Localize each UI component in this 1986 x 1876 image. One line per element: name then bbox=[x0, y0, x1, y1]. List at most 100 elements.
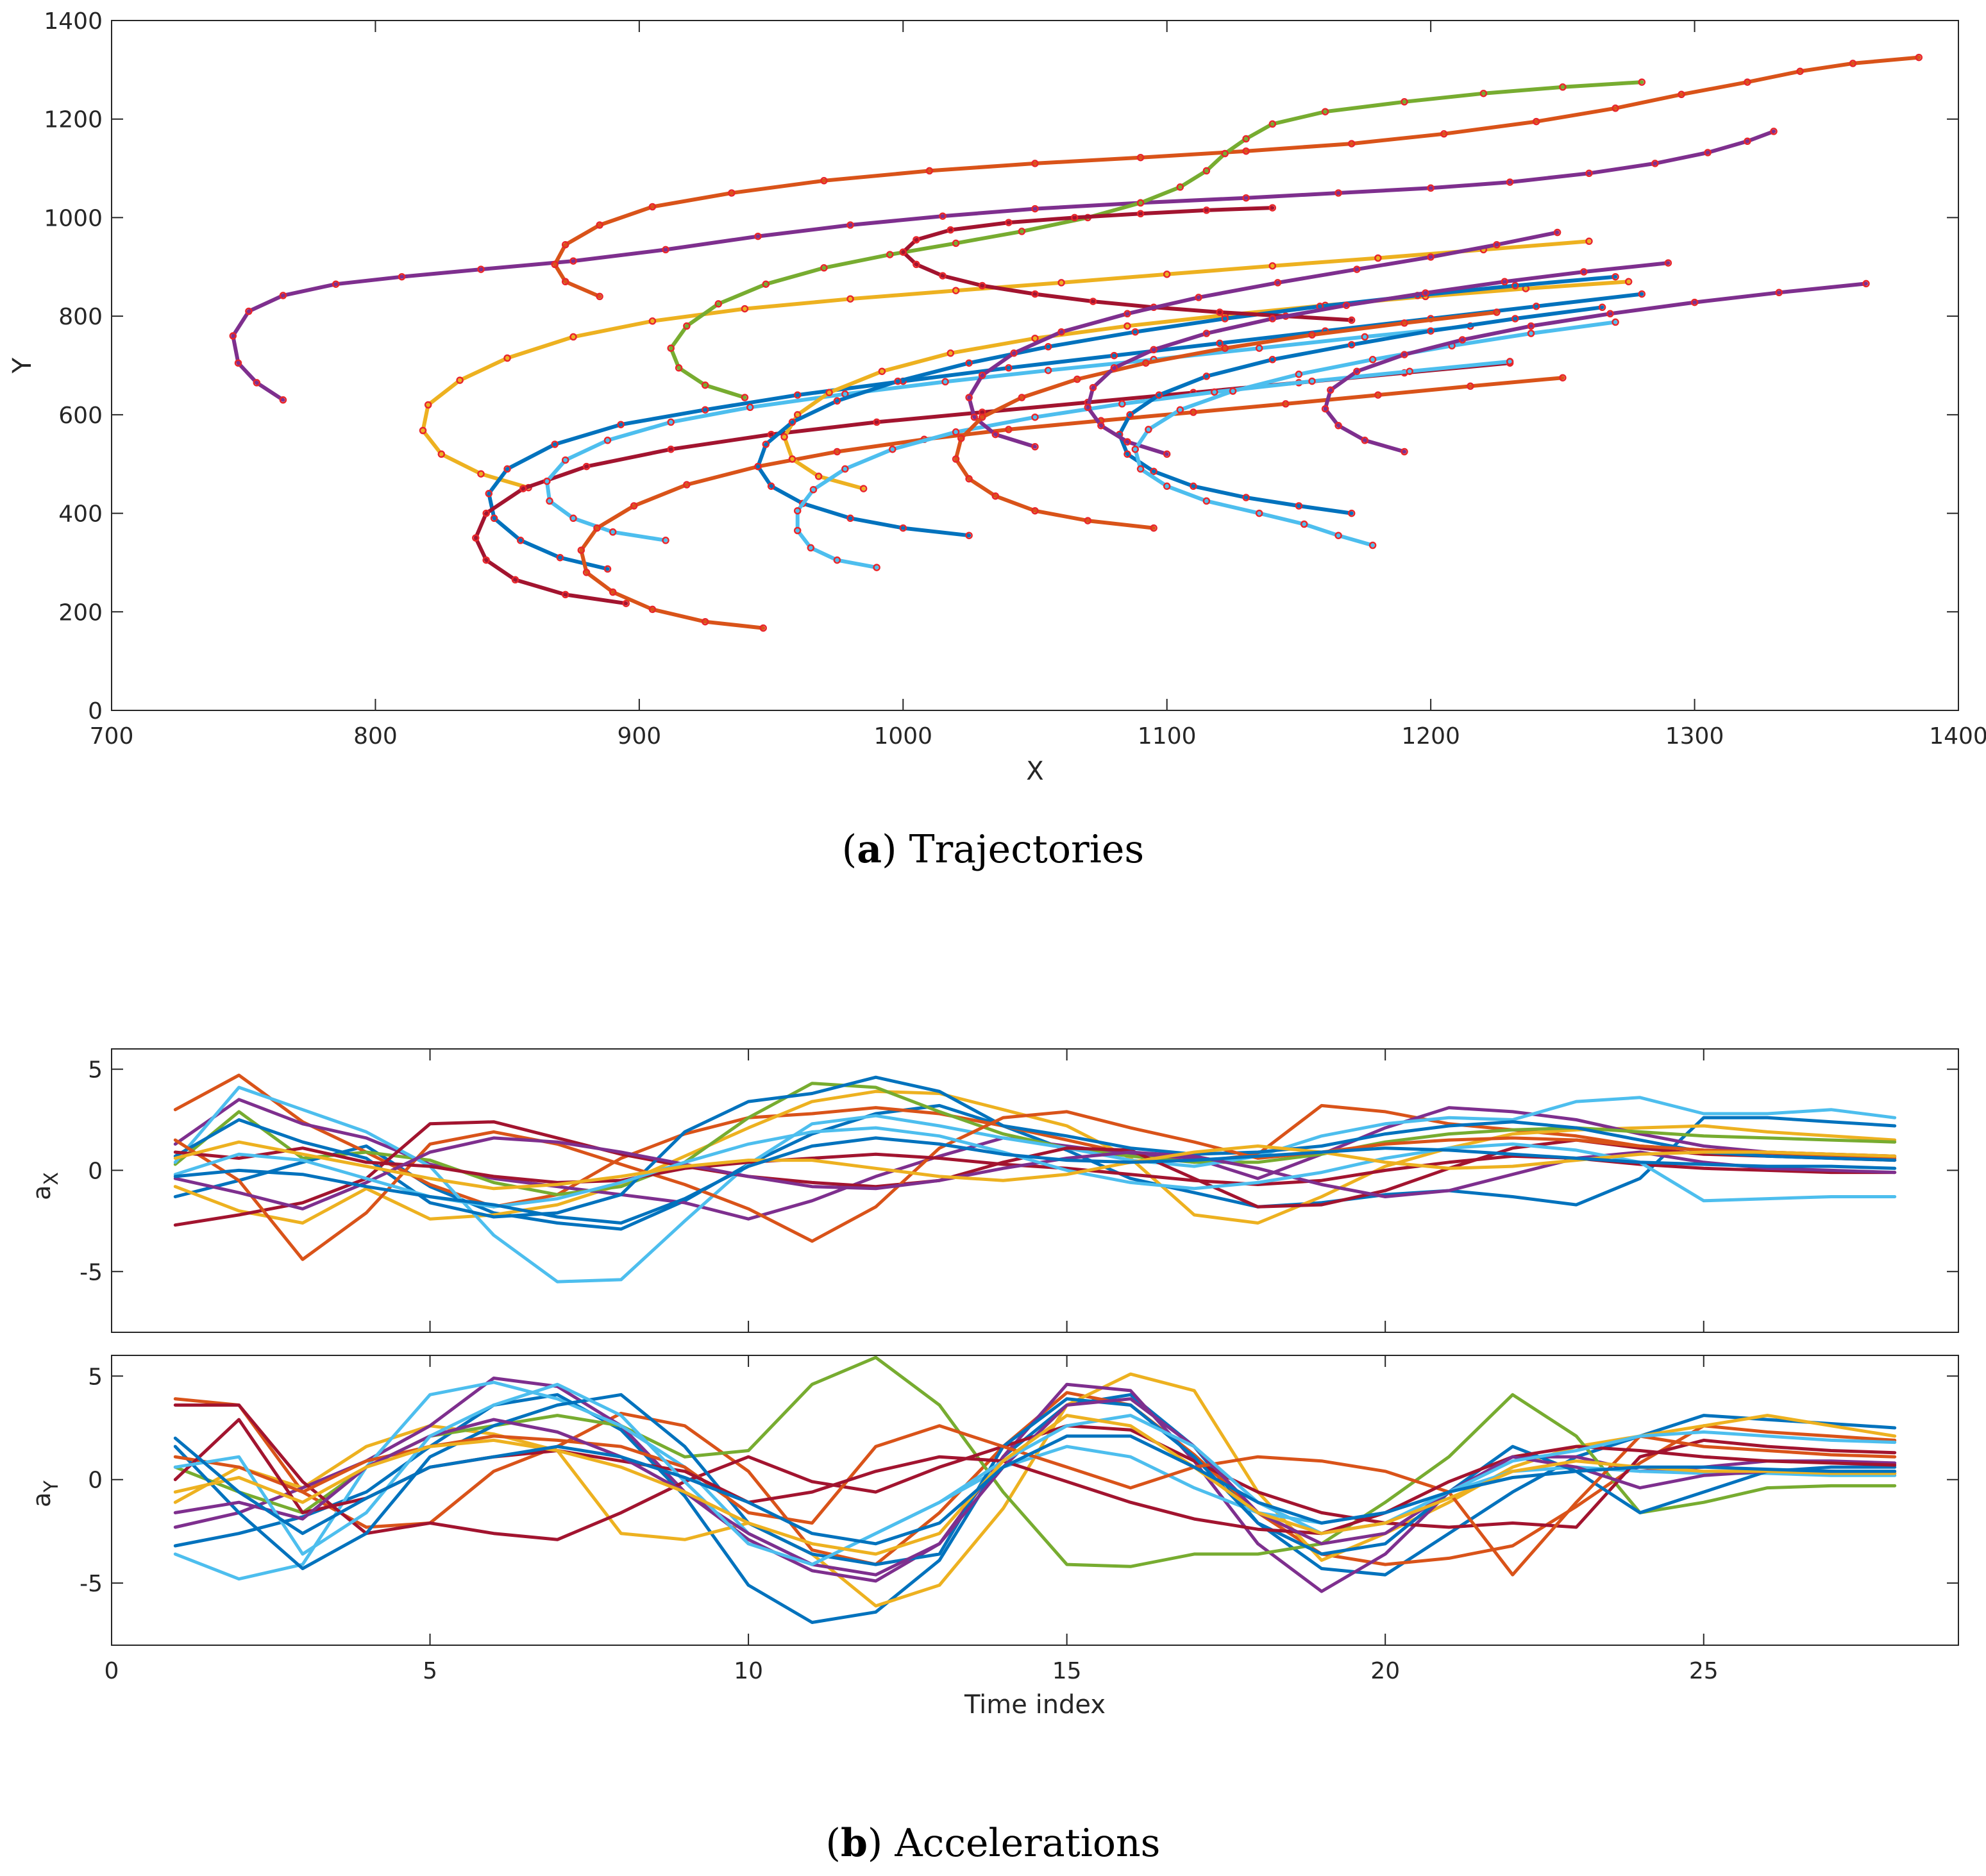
trajectory-marker bbox=[754, 462, 762, 471]
trajectory-marker bbox=[1089, 297, 1097, 305]
trajectory-marker bbox=[1255, 509, 1263, 517]
trajectory-marker bbox=[1123, 438, 1131, 446]
trajectory-marker bbox=[939, 212, 947, 220]
trajectory-marker bbox=[1274, 279, 1282, 287]
trajectory-marker bbox=[846, 295, 854, 303]
trajectory-marker bbox=[759, 624, 767, 632]
trajectory-marker bbox=[1440, 130, 1448, 138]
trajectory-marker bbox=[675, 364, 683, 372]
trajectory-marker bbox=[1427, 184, 1435, 192]
trajectory-marker bbox=[1401, 351, 1408, 358]
trajectory-marker bbox=[1612, 105, 1619, 112]
trajectory-marker bbox=[1242, 494, 1250, 501]
trajectory-marker bbox=[569, 257, 577, 265]
trajectory-marker bbox=[229, 332, 237, 340]
trajectory-marker bbox=[667, 418, 675, 426]
trajectory-marker bbox=[1044, 343, 1052, 351]
trajectory-marker bbox=[1401, 98, 1408, 106]
acceleration-x-ytick-label: -5 bbox=[80, 1259, 103, 1286]
trajectory-marker bbox=[1150, 346, 1157, 354]
caption-b: (b) Accelerations bbox=[825, 1821, 1161, 1866]
trajectory-marker bbox=[609, 588, 617, 596]
trajectory-marker bbox=[1527, 330, 1535, 337]
trajectory-marker bbox=[1321, 108, 1329, 115]
trajectory-marker bbox=[1163, 450, 1171, 458]
trajectory-series-15 bbox=[1117, 305, 1604, 515]
trajectory-marker bbox=[1031, 443, 1039, 451]
trajectory-marker bbox=[925, 167, 934, 175]
trajectory-marker bbox=[965, 532, 973, 539]
acceleration-x-ylabel-sub: X bbox=[40, 1172, 63, 1185]
trajectory-marker bbox=[1458, 336, 1467, 344]
trajectory-marker bbox=[1097, 422, 1105, 430]
trajectory-marker bbox=[648, 203, 657, 211]
trajectory-marker bbox=[1406, 367, 1413, 375]
trajectory-marker bbox=[1268, 204, 1277, 212]
trajectory-marker bbox=[1242, 147, 1250, 155]
trajectory-marker bbox=[419, 426, 427, 435]
trajectory-marker bbox=[1136, 199, 1145, 207]
caption-b-text: Accelerations bbox=[882, 1821, 1161, 1866]
trajectory-marker bbox=[1374, 254, 1382, 262]
trajectory-marker bbox=[1532, 117, 1540, 126]
trajectory-marker bbox=[622, 599, 630, 607]
trajectory-marker bbox=[873, 418, 880, 426]
trajectory-marker bbox=[1202, 497, 1211, 505]
trajectory-marker bbox=[1268, 315, 1277, 322]
trajectories-series bbox=[229, 53, 1923, 632]
trajectory-marker bbox=[762, 280, 770, 288]
acceleration-y-ylabel-sub: Y bbox=[40, 1480, 63, 1493]
trajectory-marker bbox=[1118, 400, 1126, 408]
trajectory-marker bbox=[1796, 67, 1804, 75]
trajectory-marker bbox=[1221, 149, 1229, 158]
trajectory-marker bbox=[1268, 356, 1277, 364]
trajectory-marker bbox=[894, 377, 902, 385]
trajectory-marker bbox=[767, 430, 775, 439]
trajectory-marker bbox=[1073, 375, 1081, 383]
trajectory-marker bbox=[1163, 271, 1171, 278]
acceleration-y-xtick-label: 10 bbox=[734, 1658, 763, 1684]
trajectory-marker bbox=[965, 359, 973, 367]
trajectory-marker bbox=[1664, 259, 1672, 267]
trajectory-marker bbox=[424, 401, 432, 409]
trajectory-marker bbox=[1467, 382, 1474, 390]
trajectory-marker bbox=[793, 526, 802, 535]
trajectory-marker bbox=[617, 421, 625, 428]
trajectory-marker bbox=[728, 189, 736, 197]
trajectory-marker bbox=[1427, 253, 1435, 261]
trajectory-marker bbox=[1678, 90, 1685, 99]
trajectory-marker bbox=[1401, 319, 1408, 327]
trajectory-marker bbox=[1347, 340, 1356, 349]
trajectory-marker bbox=[1126, 411, 1134, 419]
trajectory-marker bbox=[1211, 388, 1218, 396]
trajectory-marker bbox=[1506, 178, 1514, 186]
trajectory-marker bbox=[1216, 308, 1224, 316]
trajectory-series-2 bbox=[553, 55, 1921, 299]
trajectory-marker bbox=[582, 569, 591, 576]
trajectory-marker bbox=[1110, 351, 1118, 360]
trajectory-marker bbox=[1342, 301, 1351, 309]
trajectory-marker bbox=[551, 440, 559, 448]
trajectory-marker bbox=[603, 565, 612, 573]
trajectory-marker bbox=[1136, 153, 1145, 162]
trajectory-marker bbox=[1690, 298, 1699, 306]
trajectory-marker bbox=[551, 260, 559, 269]
trajectory-marker bbox=[1123, 450, 1131, 458]
trajectory-marker bbox=[648, 317, 657, 325]
acceleration-y-series-13 bbox=[173, 1414, 1897, 1556]
trajectory-marker bbox=[1282, 400, 1290, 408]
acceleration-y-plot-area bbox=[111, 1355, 1959, 1646]
trajectory-series-12 bbox=[901, 206, 1354, 322]
trajectory-marker bbox=[952, 428, 960, 436]
trajectory-marker bbox=[965, 475, 973, 483]
trajectory-marker bbox=[561, 456, 569, 464]
trajectory-marker bbox=[1070, 214, 1079, 222]
trajectory-marker bbox=[1321, 405, 1329, 413]
trajectory-marker bbox=[1651, 160, 1659, 167]
acceleration-y-series-12 bbox=[173, 1382, 1897, 1566]
trajectory-series-1 bbox=[231, 129, 1776, 402]
trajectory-marker bbox=[1506, 358, 1514, 365]
caption-a-label: a bbox=[857, 827, 882, 872]
trajectory-marker bbox=[569, 333, 577, 341]
